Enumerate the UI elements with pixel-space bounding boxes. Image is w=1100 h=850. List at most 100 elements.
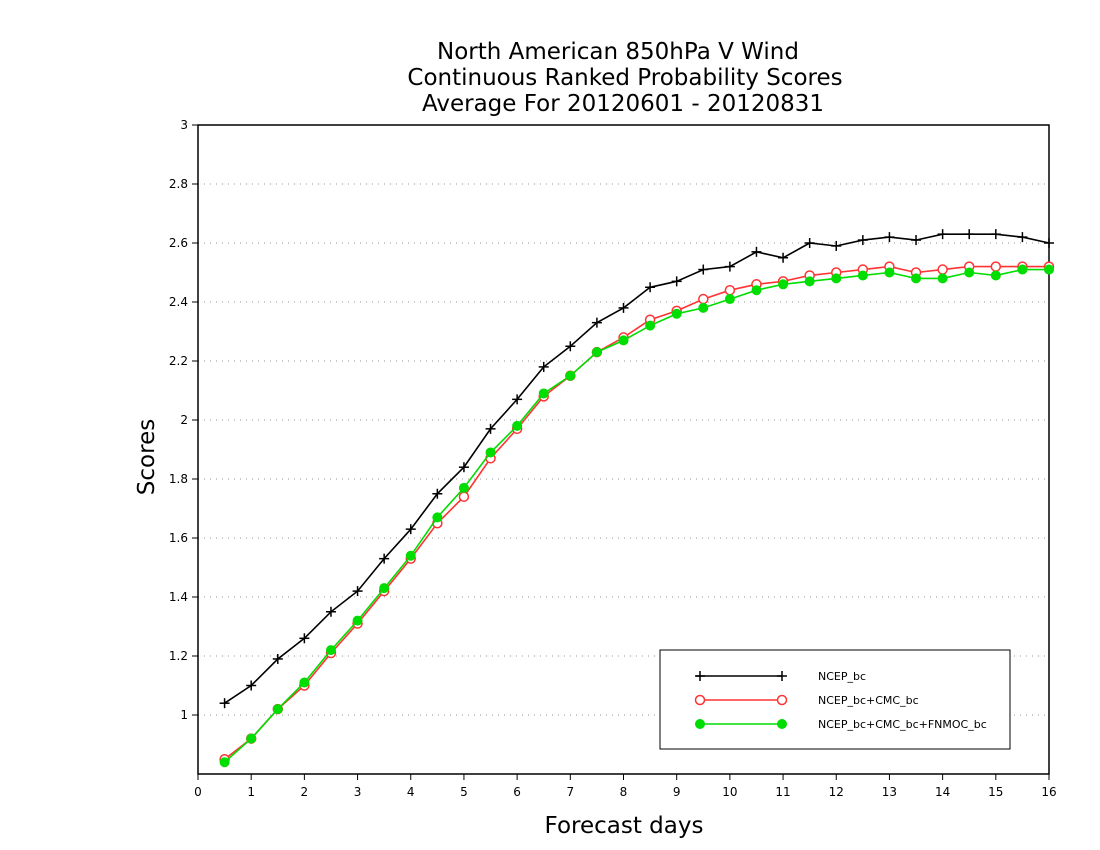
data-point-filled-circle <box>804 276 815 287</box>
y-tick-label: 3 <box>180 118 188 132</box>
legend-entry-ncep-bc-cmc-bc-fnmoc-bc: NCEP_bc+CMC_bc+FNMOC_bc <box>695 718 987 731</box>
data-point-filled-circle <box>1044 264 1054 275</box>
y-tick-label: 2.8 <box>169 177 188 191</box>
data-point-plus <box>777 671 787 681</box>
data-point-filled-circle <box>405 550 416 561</box>
x-tick-label: 2 <box>301 785 309 799</box>
y-tick-label: 2.6 <box>169 236 188 250</box>
data-point-plus <box>512 394 523 405</box>
data-point-plus <box>432 488 443 499</box>
data-point-plus <box>990 229 1001 240</box>
data-point-open-circle <box>698 293 709 305</box>
legend-label: NCEP_bc <box>818 670 866 683</box>
data-point-filled-circle <box>884 267 895 278</box>
data-point-plus <box>458 462 469 473</box>
data-point-filled-circle <box>219 757 230 768</box>
x-tick-label: 1 <box>247 785 255 799</box>
chart-title-line-1: North American 850hPa V Wind <box>437 39 799 65</box>
data-point-plus <box>618 302 629 313</box>
legend: NCEP_bc NCEP_bc+CMC_bc NCEP_bc+CMC_bc+FNMO… <box>659 649 1011 750</box>
x-tick-label: 9 <box>673 785 681 799</box>
data-point-open-circle <box>990 261 1002 272</box>
gridlines <box>198 124 1049 716</box>
data-point-filled-circle <box>458 482 469 493</box>
data-point-filled-circle <box>645 320 656 331</box>
chart-title-line-2: Continuous Ranked Probability Scores <box>407 65 842 91</box>
data-point-plus <box>698 264 709 275</box>
data-point-filled-circle <box>1017 264 1028 275</box>
x-tick-label: 5 <box>460 785 468 799</box>
y-tick-label: 2 <box>180 413 188 427</box>
x-tick-label: 10 <box>722 785 737 799</box>
data-point-plus <box>1017 232 1028 243</box>
data-point-plus <box>645 282 656 293</box>
data-point-open-circle <box>937 264 948 275</box>
data-point-plus <box>379 553 390 564</box>
data-point-plus <box>352 586 363 597</box>
data-point-plus <box>272 653 283 664</box>
data-point-plus <box>591 317 602 328</box>
data-point-filled-circle <box>990 270 1001 281</box>
data-point-plus <box>485 423 496 434</box>
x-tick-label: 16 <box>1041 785 1056 799</box>
x-axis-label: Forecast days <box>545 813 704 839</box>
data-point-filled-circle <box>325 645 336 656</box>
series-ncep-bc-cmc-bc-fnmoc-bc <box>219 264 1054 768</box>
y-tick-label: 2.4 <box>169 295 188 309</box>
data-point-filled-circle <box>512 420 523 431</box>
axes: 11.21.41.61.822.22.42.62.830 1 2 3 4 5 6 7 8 9 10 1… <box>169 118 1057 799</box>
data-point-filled-circle <box>937 273 948 284</box>
data-point-plus <box>1044 238 1054 248</box>
plot-series <box>219 229 1055 768</box>
data-point-plus <box>671 276 682 287</box>
data-point-filled-circle <box>695 719 705 729</box>
data-point-plus <box>724 261 735 272</box>
data-point-filled-circle <box>565 370 576 381</box>
y-tick-label: 1.6 <box>169 531 188 545</box>
data-point-plus <box>405 524 416 535</box>
x-tick-label: 15 <box>988 785 1003 799</box>
data-point-filled-circle <box>751 285 762 296</box>
data-point-filled-circle <box>246 733 257 744</box>
data-point-filled-circle <box>432 512 443 523</box>
data-point-plus <box>325 606 336 617</box>
chart-title: North American 850hPa V Wind Continuous … <box>407 39 842 117</box>
data-point-filled-circle <box>272 704 283 715</box>
data-point-filled-circle <box>379 583 390 594</box>
x-tick-label: 12 <box>829 785 844 799</box>
data-point-filled-circle <box>352 615 363 626</box>
legend-label: NCEP_bc+CMC_bc <box>818 694 919 707</box>
data-point-plus <box>751 246 762 257</box>
data-point-plus <box>937 229 948 240</box>
data-point-open-circle <box>776 694 788 706</box>
data-point-filled-circle <box>778 279 789 290</box>
data-point-filled-circle <box>591 347 602 358</box>
data-point-plus <box>857 235 868 246</box>
y-tick-label: 1 <box>180 708 188 722</box>
data-point-plus <box>804 238 815 248</box>
data-point-filled-circle <box>671 308 682 319</box>
x-tick-label: 7 <box>566 785 574 799</box>
data-point-filled-circle <box>777 719 787 729</box>
data-point-filled-circle <box>831 273 842 284</box>
data-point-plus <box>778 252 789 263</box>
data-point-filled-circle <box>485 447 496 458</box>
y-axis-label: Scores <box>134 419 160 495</box>
x-tick-label: 14 <box>935 785 950 799</box>
data-point-filled-circle <box>618 335 629 346</box>
legend-label: NCEP_bc+CMC_bc+FNMOC_bc <box>818 718 987 731</box>
data-point-plus <box>911 235 922 246</box>
x-tick-label: 0 <box>194 785 202 799</box>
data-point-filled-circle <box>724 294 735 305</box>
x-tick-label: 8 <box>620 785 628 799</box>
data-point-open-circle <box>724 284 736 296</box>
x-tick-label: 3 <box>354 785 362 799</box>
series-ncep-bc <box>219 229 1054 709</box>
data-point-plus <box>964 229 975 240</box>
data-point-filled-circle <box>857 270 868 281</box>
data-point-plus <box>219 698 230 709</box>
data-point-open-circle <box>694 694 706 706</box>
x-tick-label: 4 <box>407 785 415 799</box>
data-point-filled-circle <box>911 273 922 284</box>
